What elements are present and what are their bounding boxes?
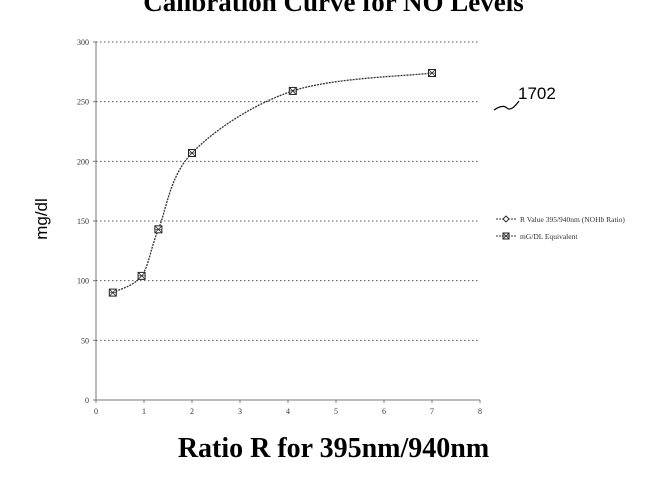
legend-diamond-marker xyxy=(503,216,509,222)
data-point-marker xyxy=(155,226,162,233)
legend-crossed-square-marker xyxy=(503,233,509,239)
x-tick-label: 8 xyxy=(478,407,482,416)
y-tick-label: 100 xyxy=(77,277,89,286)
x-tick-label: 6 xyxy=(382,407,386,416)
y-tick-label: 300 xyxy=(77,38,89,47)
y-tick-label: 150 xyxy=(77,217,89,226)
y-tick-label: 200 xyxy=(77,157,89,166)
y-tick-label: 250 xyxy=(77,98,89,107)
x-tick-label: 5 xyxy=(334,407,338,416)
x-tick-label: 1 xyxy=(142,407,146,416)
legend: R Value 395/940nm (NOHb Ratio) mG/DL Equi… xyxy=(496,215,625,241)
data-point-marker xyxy=(289,87,296,94)
x-tick-label: 2 xyxy=(190,407,194,416)
reference-leader-line xyxy=(494,101,519,110)
data-point-marker xyxy=(109,289,116,296)
x-tick-label: 7 xyxy=(430,407,434,416)
x-tick-label: 0 xyxy=(94,407,98,416)
data-point-marker xyxy=(189,149,196,156)
data-point-marker xyxy=(138,272,145,279)
legend-label-r-value: R Value 395/940nm (NOHb Ratio) xyxy=(520,215,625,224)
x-tick-label: 4 xyxy=(286,407,290,416)
data-point-marker xyxy=(429,70,436,77)
legend-label-mg-dl: mG/DL Equivalent xyxy=(520,232,578,241)
series-line xyxy=(113,73,432,293)
y-tick-label: 0 xyxy=(85,396,89,405)
y-tick-label: 50 xyxy=(81,336,89,345)
x-tick-label: 3 xyxy=(238,407,242,416)
